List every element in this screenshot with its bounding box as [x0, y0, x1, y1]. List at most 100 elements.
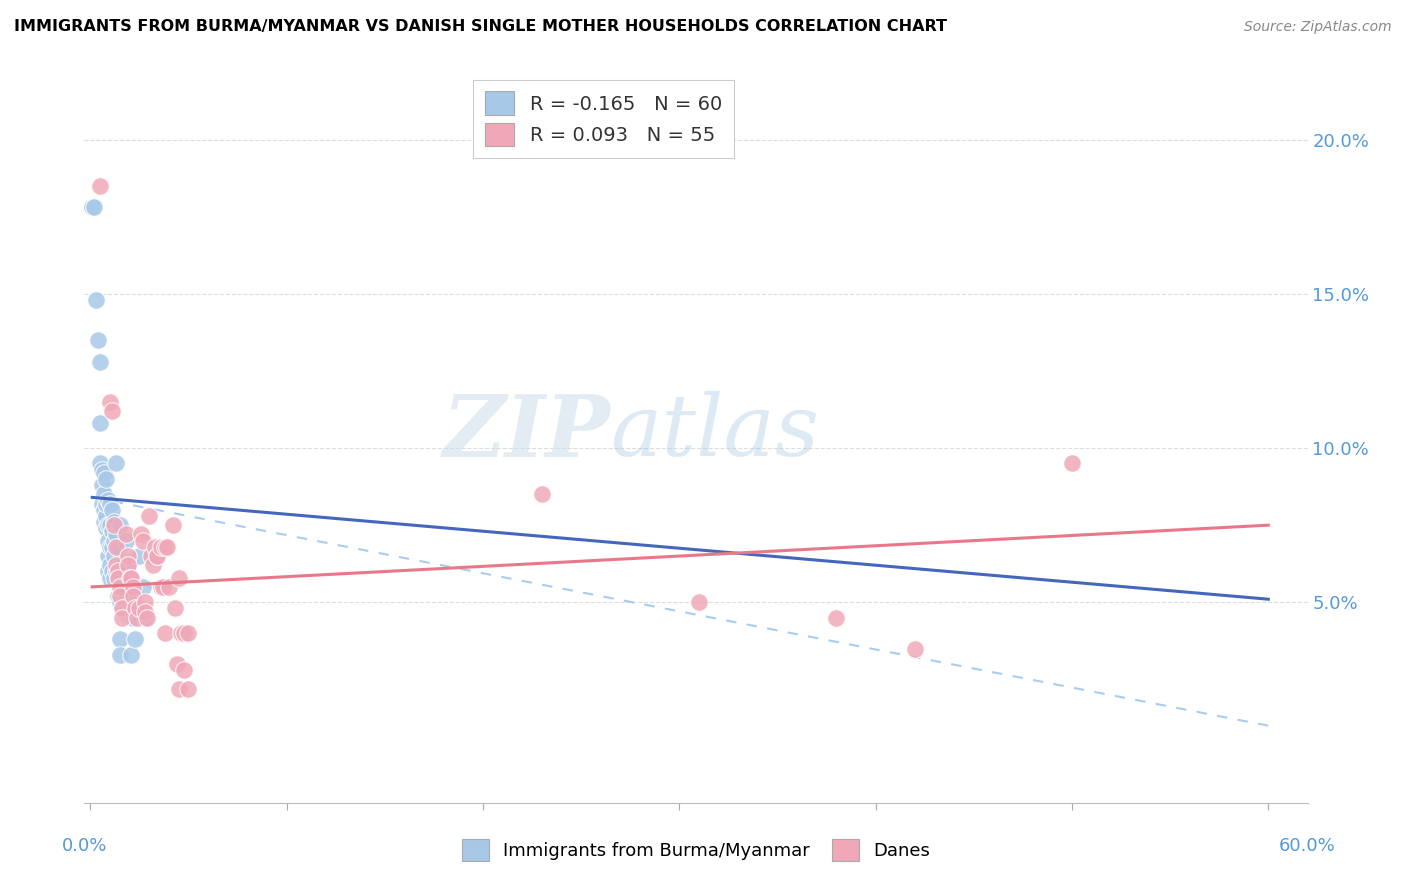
Point — [129, 527, 152, 541]
Point — [124, 601, 146, 615]
Point — [121, 648, 143, 662]
Point — [83, 201, 105, 215]
Point — [89, 457, 111, 471]
Text: IMMIGRANTS FROM BURMA/MYANMAR VS DANISH SINGLE MOTHER HOUSEHOLDS CORRELATION CHA: IMMIGRANTS FROM BURMA/MYANMAR VS DANISH … — [14, 20, 948, 34]
Point — [97, 493, 120, 508]
Point — [1060, 457, 1083, 471]
Point — [162, 518, 184, 533]
Point — [107, 571, 129, 585]
Point — [93, 515, 115, 529]
Point — [825, 611, 848, 625]
Point — [688, 595, 710, 609]
Point — [94, 497, 117, 511]
Point — [89, 354, 111, 368]
Point — [103, 533, 125, 548]
Point — [97, 549, 120, 563]
Point — [94, 508, 117, 523]
Point — [149, 580, 172, 594]
Point — [122, 589, 145, 603]
Point — [82, 201, 104, 215]
Point — [904, 641, 927, 656]
Point — [114, 533, 136, 548]
Point — [91, 478, 114, 492]
Point — [118, 571, 141, 585]
Point — [103, 549, 125, 563]
Point — [122, 580, 145, 594]
Point — [107, 589, 129, 603]
Point — [121, 571, 143, 585]
Point — [143, 540, 166, 554]
Point — [98, 558, 121, 573]
Point — [157, 580, 180, 594]
Point — [98, 518, 121, 533]
Point — [118, 555, 141, 569]
Text: Source: ZipAtlas.com: Source: ZipAtlas.com — [1244, 21, 1392, 34]
Point — [142, 558, 165, 573]
Point — [117, 549, 139, 563]
Point — [107, 540, 129, 554]
Point — [104, 540, 127, 554]
Point — [97, 533, 120, 548]
Point — [104, 527, 127, 541]
Point — [112, 555, 135, 569]
Point — [97, 518, 120, 533]
Point — [108, 558, 131, 573]
Point — [91, 497, 114, 511]
Point — [134, 605, 156, 619]
Point — [146, 549, 169, 563]
Point — [104, 558, 127, 573]
Point — [138, 508, 160, 523]
Point — [91, 462, 114, 476]
Point — [111, 601, 134, 615]
Point — [108, 648, 131, 662]
Point — [104, 457, 127, 471]
Point — [108, 589, 131, 603]
Point — [98, 497, 121, 511]
Point — [114, 527, 136, 541]
Point — [118, 595, 141, 609]
Point — [136, 611, 159, 625]
Point — [103, 518, 125, 533]
Point — [167, 681, 190, 696]
Point — [101, 502, 124, 516]
Point — [93, 487, 115, 501]
Point — [104, 565, 127, 579]
Point — [114, 589, 136, 603]
Point — [89, 417, 111, 431]
Point — [128, 601, 150, 615]
Point — [169, 626, 191, 640]
Point — [94, 472, 117, 486]
Point — [132, 533, 155, 548]
Point — [153, 540, 176, 554]
Point — [127, 611, 149, 625]
Point — [139, 549, 162, 563]
Point — [111, 611, 134, 625]
Point — [173, 663, 195, 677]
Point — [103, 571, 125, 585]
Point — [156, 540, 179, 554]
Point — [84, 293, 107, 307]
Point — [177, 681, 200, 696]
Point — [122, 611, 145, 625]
Point — [93, 466, 115, 480]
Point — [153, 626, 176, 640]
Point — [101, 540, 124, 554]
Point — [163, 601, 186, 615]
Point — [108, 580, 131, 594]
Text: 0.0%: 0.0% — [62, 837, 107, 855]
Point — [98, 571, 121, 585]
Text: 60.0%: 60.0% — [1279, 837, 1336, 855]
Point — [134, 611, 156, 625]
Point — [530, 487, 553, 501]
Legend: Immigrants from Burma/Myanmar, Danes: Immigrants from Burma/Myanmar, Danes — [454, 831, 938, 868]
Point — [117, 558, 139, 573]
Point — [167, 571, 190, 585]
Point — [149, 540, 172, 554]
Point — [134, 595, 156, 609]
Point — [93, 502, 115, 516]
Point — [101, 404, 124, 418]
Point — [146, 549, 169, 563]
Point — [152, 580, 174, 594]
Point — [103, 515, 125, 529]
Point — [107, 571, 129, 585]
